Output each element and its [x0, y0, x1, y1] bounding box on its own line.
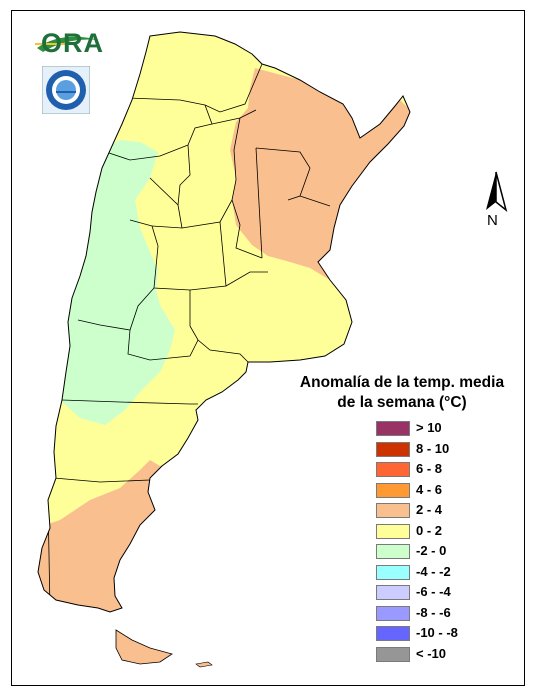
legend-label: -4 - -2	[416, 563, 451, 579]
legend-label: -10 - -8	[416, 625, 458, 640]
legend-swatch	[376, 646, 410, 662]
legend-swatch	[376, 421, 410, 436]
legend-label: -8 - -6	[416, 604, 451, 620]
legend-swatch	[376, 626, 410, 641]
north-arrow-icon	[486, 171, 508, 213]
legend-swatch	[376, 564, 410, 580]
north-arrow: N	[478, 168, 514, 230]
legend-swatch	[376, 605, 410, 621]
legend-label: 6 - 8	[416, 461, 443, 476]
legend-swatch	[376, 441, 410, 457]
ora-logo-text: ORA	[41, 28, 104, 58]
legend-title: Anomalía de la temp. media de la semana …	[286, 373, 518, 413]
agency-seal-logo	[41, 65, 91, 115]
legend-title-line1: Anomalía de la temp. media	[299, 374, 505, 391]
tierra-del-fuego	[115, 629, 173, 665]
legend-label: < -10	[416, 645, 446, 661]
legend-title-line2: de la semana (°C)	[337, 394, 467, 411]
north-label: N	[487, 212, 498, 229]
province-borders	[47, 63, 331, 611]
legend-label: -2 - 0	[416, 543, 447, 558]
seal-icon	[41, 65, 91, 115]
warm-zone-northeast	[230, 68, 410, 280]
legend-swatch	[376, 585, 410, 600]
legend-swatch	[376, 544, 410, 559]
legend-label: 4 - 6	[416, 481, 443, 497]
legend-label: 2 - 4	[416, 502, 443, 517]
ora-swoosh-icon	[35, 36, 99, 52]
legend-label: -6 - -4	[416, 584, 451, 599]
legend-label: 8 - 10	[416, 440, 450, 456]
legend-swatch	[376, 462, 410, 477]
legend-label: > 10	[416, 420, 442, 435]
legend-swatch	[376, 503, 410, 518]
legend-swatch	[376, 523, 410, 539]
isla-de-los-estados	[195, 661, 213, 668]
ora-logo: ORA	[33, 26, 105, 60]
legend-label: 0 - 2	[416, 522, 443, 538]
legend-swatch	[376, 482, 410, 498]
